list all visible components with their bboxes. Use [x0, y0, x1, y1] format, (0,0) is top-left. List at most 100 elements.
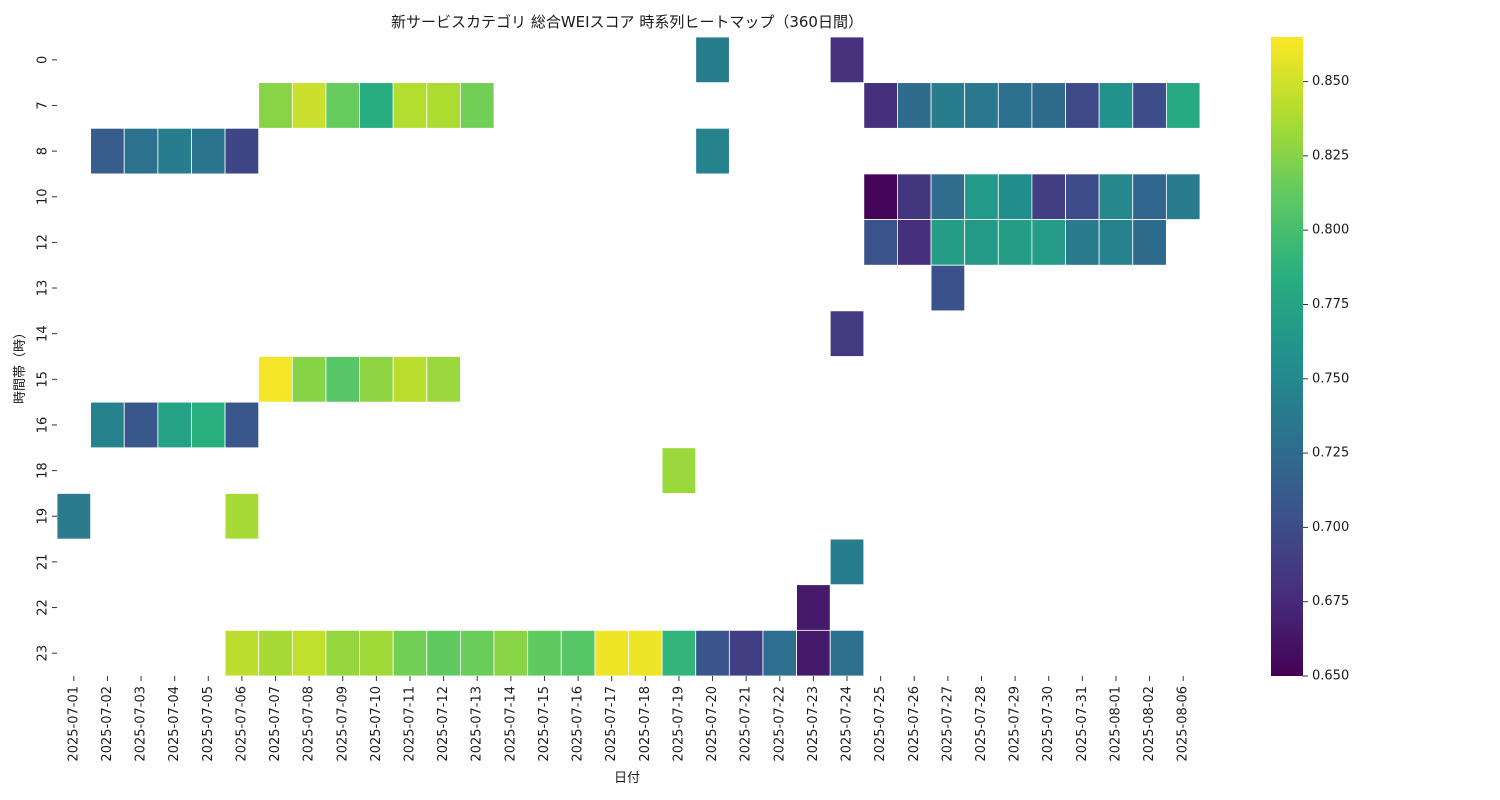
x-tick-label: 2025-07-14 — [503, 686, 518, 762]
heatmap-cell — [460, 629, 495, 677]
colorbar-tick-label: 0.750 — [1312, 371, 1349, 386]
heatmap-cell — [359, 82, 394, 129]
heatmap-cell — [258, 82, 293, 129]
x-tick-label: 2025-07-30 — [1041, 686, 1056, 762]
heatmap-cell — [863, 173, 898, 220]
x-tick-label: 2025-07-27 — [940, 686, 955, 762]
colorbar-tick-label: 0.825 — [1312, 148, 1349, 163]
y-tick-label: 12 — [36, 234, 51, 251]
heatmap-cell — [897, 219, 932, 266]
x-axis-ticks: 2025-07-01 2025-07-02 2025-07-03 2025-07-04… — [66, 676, 1191, 762]
heatmap-cell — [1031, 173, 1066, 220]
heatmap-cell — [1165, 173, 1201, 220]
heatmap-cell — [997, 173, 1033, 220]
heatmap-cell — [1065, 219, 1100, 266]
heatmap-cell — [123, 401, 159, 449]
heatmap-cell — [930, 264, 966, 312]
heatmap-cell — [661, 629, 697, 677]
heatmap-cell — [728, 629, 764, 677]
x-tick-label: 2025-07-10 — [369, 686, 384, 762]
heatmap-cell — [930, 219, 966, 266]
heatmap-cell — [695, 36, 730, 84]
x-tick-label: 2025-07-23 — [806, 686, 821, 762]
x-tick-label: 2025-07-16 — [571, 686, 586, 762]
heatmap-cell — [964, 219, 999, 266]
chart-title: 新サービスカテゴリ 総合WEIスコア 時系列ヒートマップ（360日間） — [391, 13, 863, 31]
heatmap-cell — [1098, 173, 1134, 220]
heatmap-cell — [291, 629, 327, 677]
y-tick-label: 10 — [36, 188, 51, 205]
heatmap-cell — [191, 401, 226, 449]
colorbar-tick-label: 0.725 — [1312, 446, 1349, 461]
heatmap-cell — [392, 82, 428, 129]
heatmap-cell — [695, 127, 730, 175]
heatmap-cell — [964, 82, 999, 129]
x-tick-label: 2025-07-15 — [537, 686, 552, 762]
heatmap-cell — [628, 629, 663, 677]
colorbar — [1271, 37, 1303, 676]
heatmap-cell — [157, 127, 192, 175]
heatmap-cell — [661, 447, 697, 494]
y-tick-label: 15 — [36, 371, 51, 388]
y-tick-label: 19 — [36, 508, 51, 525]
heatmap-cell — [191, 127, 226, 175]
heatmap-cell — [157, 401, 192, 449]
heatmap-cell — [224, 127, 260, 175]
y-tick-label: 7 — [36, 101, 51, 109]
heatmap-cell — [1065, 173, 1100, 220]
heatmap-cell — [796, 584, 831, 631]
y-axis-label: 時間帯（時） — [13, 326, 28, 404]
y-tick-label: 22 — [36, 599, 51, 616]
x-tick-label: 2025-07-26 — [907, 686, 922, 762]
heatmap-cell — [392, 629, 428, 677]
y-tick-label: 21 — [36, 554, 51, 571]
x-tick-label: 2025-07-03 — [134, 686, 149, 762]
y-tick-label: 0 — [36, 56, 51, 64]
x-tick-label: 2025-07-20 — [705, 686, 720, 762]
heatmap-cell — [426, 82, 461, 129]
heatmap-cell — [560, 629, 596, 677]
x-tick-label: 2025-07-25 — [873, 686, 888, 762]
heatmap-cell — [493, 629, 529, 677]
x-tick-label: 2025-07-24 — [840, 686, 855, 762]
heatmap-cell — [460, 82, 495, 129]
x-tick-label: 2025-07-28 — [974, 686, 989, 762]
heatmap-cell — [897, 173, 932, 220]
heatmap-cell — [762, 629, 797, 677]
heatmap-cell — [930, 82, 966, 129]
heatmap-cell — [224, 629, 260, 677]
x-tick-label: 2025-07-12 — [436, 686, 451, 762]
x-tick-label: 2025-07-13 — [470, 686, 485, 762]
colorbar-tick-label: 0.650 — [1312, 669, 1349, 684]
colorbar-tick-label: 0.850 — [1312, 74, 1349, 89]
heatmap-cell — [1098, 82, 1134, 129]
heatmap-cell — [1132, 173, 1167, 220]
x-tick-label: 2025-08-06 — [1176, 686, 1191, 762]
heatmap-cell — [426, 629, 461, 677]
heatmap-cell — [325, 82, 360, 129]
heatmap-cell — [863, 219, 898, 266]
x-tick-label: 2025-08-02 — [1142, 686, 1157, 762]
heatmap-cell — [1098, 219, 1134, 266]
y-tick-label: 23 — [36, 645, 51, 662]
y-tick-label: 18 — [36, 462, 51, 479]
x-tick-label: 2025-07-19 — [671, 686, 686, 762]
heatmap-cell — [594, 629, 629, 677]
heatmap-cell — [224, 493, 260, 540]
heatmap-cell — [359, 629, 394, 677]
heatmap-cell — [1031, 219, 1066, 266]
heatmap-cell — [1165, 82, 1201, 129]
heatmap-cell — [1031, 82, 1066, 129]
x-tick-label: 2025-07-02 — [100, 686, 115, 762]
x-tick-label: 2025-08-01 — [1108, 686, 1123, 762]
heatmap-cell — [123, 127, 159, 175]
x-tick-label: 2025-07-04 — [167, 686, 182, 762]
heatmap-cell — [997, 82, 1033, 129]
y-tick-label: 13 — [36, 280, 51, 297]
heatmap-cell — [291, 356, 327, 403]
heatmap-cell — [325, 629, 360, 677]
heatmap-cell — [527, 629, 562, 677]
x-tick-label: 2025-07-06 — [234, 686, 249, 762]
colorbar-tick-label: 0.700 — [1312, 520, 1349, 535]
heatmap-cell — [930, 173, 966, 220]
